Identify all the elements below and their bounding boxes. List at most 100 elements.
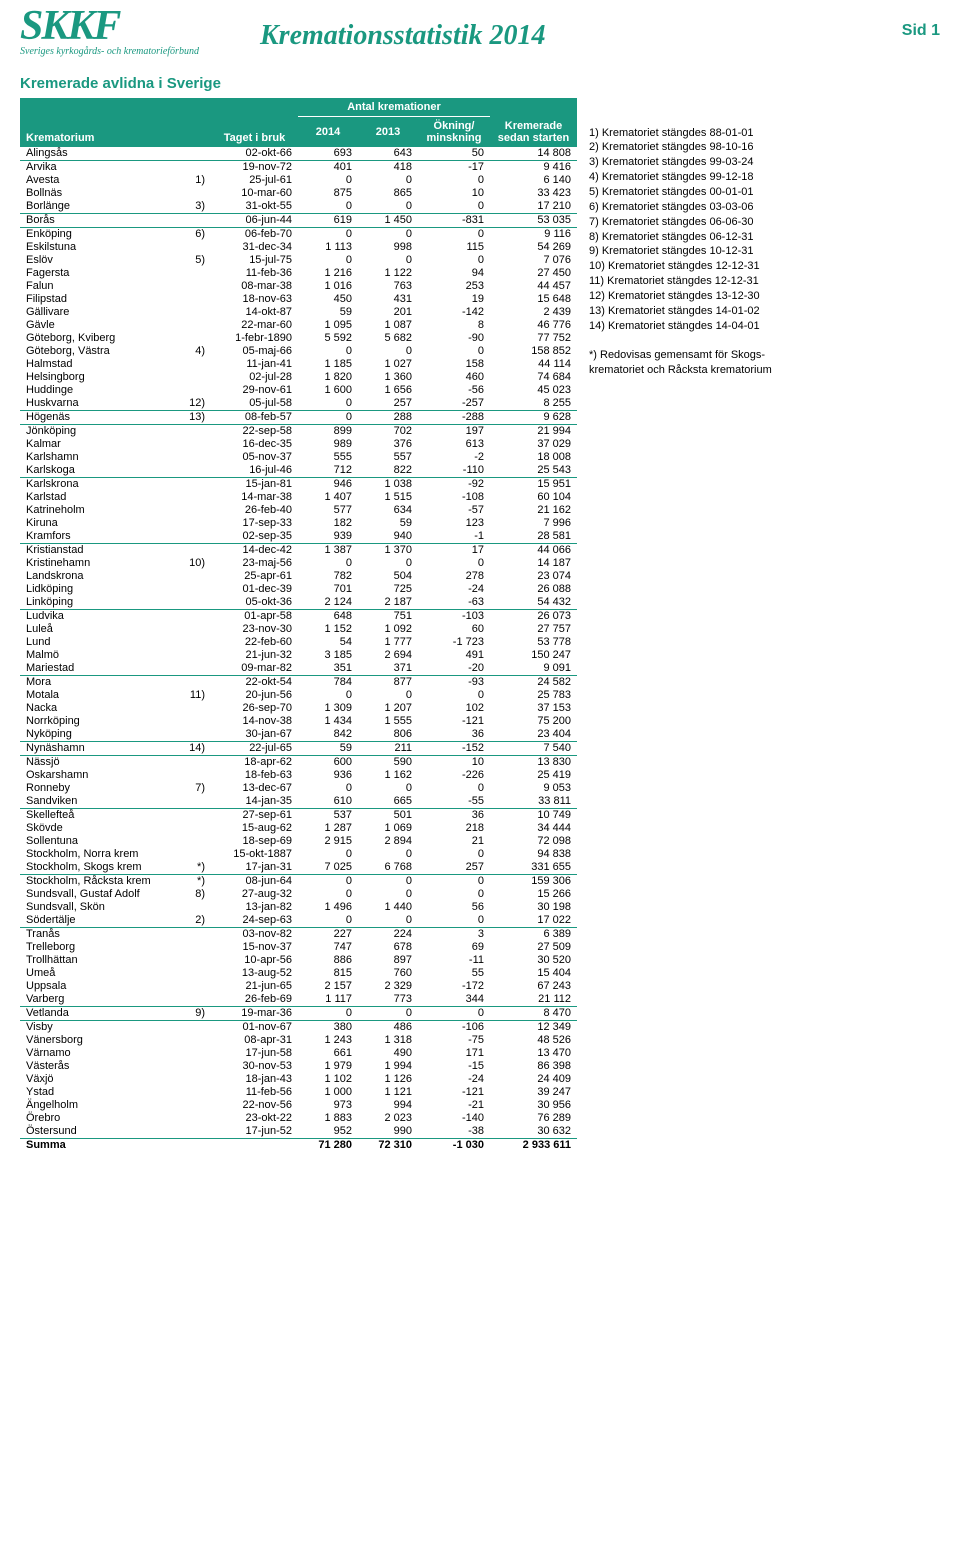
cell-2013: 376 <box>358 438 418 451</box>
cell-diff: 278 <box>418 570 490 583</box>
cell-diff: 55 <box>418 967 490 980</box>
cell-note: 10) <box>177 557 211 570</box>
cell-diff: 460 <box>418 371 490 384</box>
cell-2013: 5 682 <box>358 332 418 345</box>
cell-total: 150 247 <box>490 649 577 662</box>
cell-diff: 0 <box>418 254 490 267</box>
cell-diff: -1 <box>418 530 490 544</box>
cell-total: 6 140 <box>490 174 577 187</box>
footnote-line: 1) Krematoriet stängdes 88-01-01 <box>589 126 772 141</box>
cell-2013: 1 515 <box>358 491 418 504</box>
cell-diff: 0 <box>418 174 490 187</box>
col-taget: Taget i bruk <box>211 98 298 147</box>
cell-name: Uppsala <box>20 980 177 993</box>
cell-total: 34 444 <box>490 822 577 835</box>
cell-note <box>177 901 211 914</box>
cell-2013: 1 207 <box>358 702 418 715</box>
cell-2013: 725 <box>358 583 418 596</box>
cell-name: Eskilstuna <box>20 241 177 254</box>
table-row: Karlstad14-mar-381 4071 515-10860 104 <box>20 491 577 504</box>
cell-total: 25 783 <box>490 689 577 702</box>
cell-note <box>177 835 211 848</box>
cell-total: 72 098 <box>490 835 577 848</box>
footnote-line: 5) Krematoriet stängdes 00-01-01 <box>589 185 772 200</box>
table-row: Mora22-okt-54784877-9324 582 <box>20 675 577 689</box>
cell-date: 23-okt-22 <box>211 1112 298 1125</box>
cell-diff: 0 <box>418 557 490 570</box>
cell-2013: 288 <box>358 410 418 424</box>
cell-date: 17-jun-52 <box>211 1125 298 1139</box>
cell-2013: 1 555 <box>358 715 418 728</box>
cell-note <box>177 332 211 345</box>
cell-diff: 0 <box>418 227 490 241</box>
cell-date: 26-sep-70 <box>211 702 298 715</box>
cell-total: 46 776 <box>490 319 577 332</box>
cell-total: 7 540 <box>490 741 577 755</box>
cell-date: 05-nov-37 <box>211 451 298 464</box>
cell-diff: 94 <box>418 267 490 280</box>
cell-total: 44 457 <box>490 280 577 293</box>
cell-name: Vetlanda <box>20 1006 177 1020</box>
cell-total: 27 509 <box>490 941 577 954</box>
table-row: Vetlanda9)19-mar-360008 470 <box>20 1006 577 1020</box>
table-row: Värnamo17-jun-5866149017113 470 <box>20 1047 577 1060</box>
cell-diff: -11 <box>418 954 490 967</box>
cell-2014: 619 <box>298 213 358 227</box>
cell-note <box>177 1125 211 1139</box>
table-row: Lund22-feb-60541 777-1 72353 778 <box>20 636 577 649</box>
footnote-line: *) Redovisas gemensamt för Skogs- <box>589 348 772 363</box>
table-row: Halmstad11-jan-411 1851 02715844 114 <box>20 358 577 371</box>
table-row: Mariestad09-mar-82351371-209 091 <box>20 662 577 676</box>
cell-note <box>177 636 211 649</box>
cell-diff: -75 <box>418 1034 490 1047</box>
table-row: Göteborg, Västra4)05-maj-66000158 852 <box>20 345 577 358</box>
cell-name: Fagersta <box>20 267 177 280</box>
cell-note <box>177 967 211 980</box>
cell-date: 16-jul-46 <box>211 464 298 478</box>
cell-name: Göteborg, Kviberg <box>20 332 177 345</box>
cell-note <box>177 160 211 174</box>
cell-date: 05-maj-66 <box>211 345 298 358</box>
cell-2013: 0 <box>358 254 418 267</box>
table-row: Filipstad18-nov-634504311915 648 <box>20 293 577 306</box>
cell-diff: -55 <box>418 795 490 809</box>
table-row: Sundsvall, Gustaf Adolf8)27-aug-3200015 … <box>20 888 577 901</box>
cell-name: Linköping <box>20 596 177 610</box>
cell-diff: 56 <box>418 901 490 914</box>
cell-name: Mora <box>20 675 177 689</box>
cell-date: 08-jun-64 <box>211 874 298 888</box>
cell-total: 76 289 <box>490 1112 577 1125</box>
cell-note <box>177 424 211 438</box>
cremation-table: Krematorium Taget i bruk Antal kremation… <box>20 98 577 1152</box>
cell-2013: 2 187 <box>358 596 418 610</box>
cell-2013: 990 <box>358 1125 418 1139</box>
cell-diff: 171 <box>418 1047 490 1060</box>
cell-date: 01-nov-67 <box>211 1020 298 1034</box>
cell-total: 54 432 <box>490 596 577 610</box>
cell-2013: 0 <box>358 888 418 901</box>
cell-total: 86 398 <box>490 1060 577 1073</box>
cell-name: Gällivare <box>20 306 177 319</box>
cell-date: 14-mar-38 <box>211 491 298 504</box>
cell-total: 17 210 <box>490 200 577 214</box>
cell-note <box>177 1112 211 1125</box>
cell-name: Landskrona <box>20 570 177 583</box>
cell-note <box>177 822 211 835</box>
cell-note <box>177 993 211 1007</box>
cell-total: 30 632 <box>490 1125 577 1139</box>
cell-2013: 0 <box>358 345 418 358</box>
cell-note <box>177 530 211 544</box>
cell-name: Filipstad <box>20 293 177 306</box>
cell-2014: 946 <box>298 477 358 491</box>
cell-2014: 600 <box>298 755 358 769</box>
cell-date: 22-mar-60 <box>211 319 298 332</box>
cell-total: 39 247 <box>490 1086 577 1099</box>
footnote-line: 12) Krematoriet stängdes 13-12-30 <box>589 289 772 304</box>
cell-note: *) <box>177 861 211 875</box>
table-row: Ronneby7)13-dec-670009 053 <box>20 782 577 795</box>
table-row: Borlänge3)31-okt-5500017 210 <box>20 200 577 214</box>
cell-date: 27-sep-61 <box>211 808 298 822</box>
cell-name: Kramfors <box>20 530 177 544</box>
cell-diff: -152 <box>418 741 490 755</box>
cell-name: Eslöv <box>20 254 177 267</box>
